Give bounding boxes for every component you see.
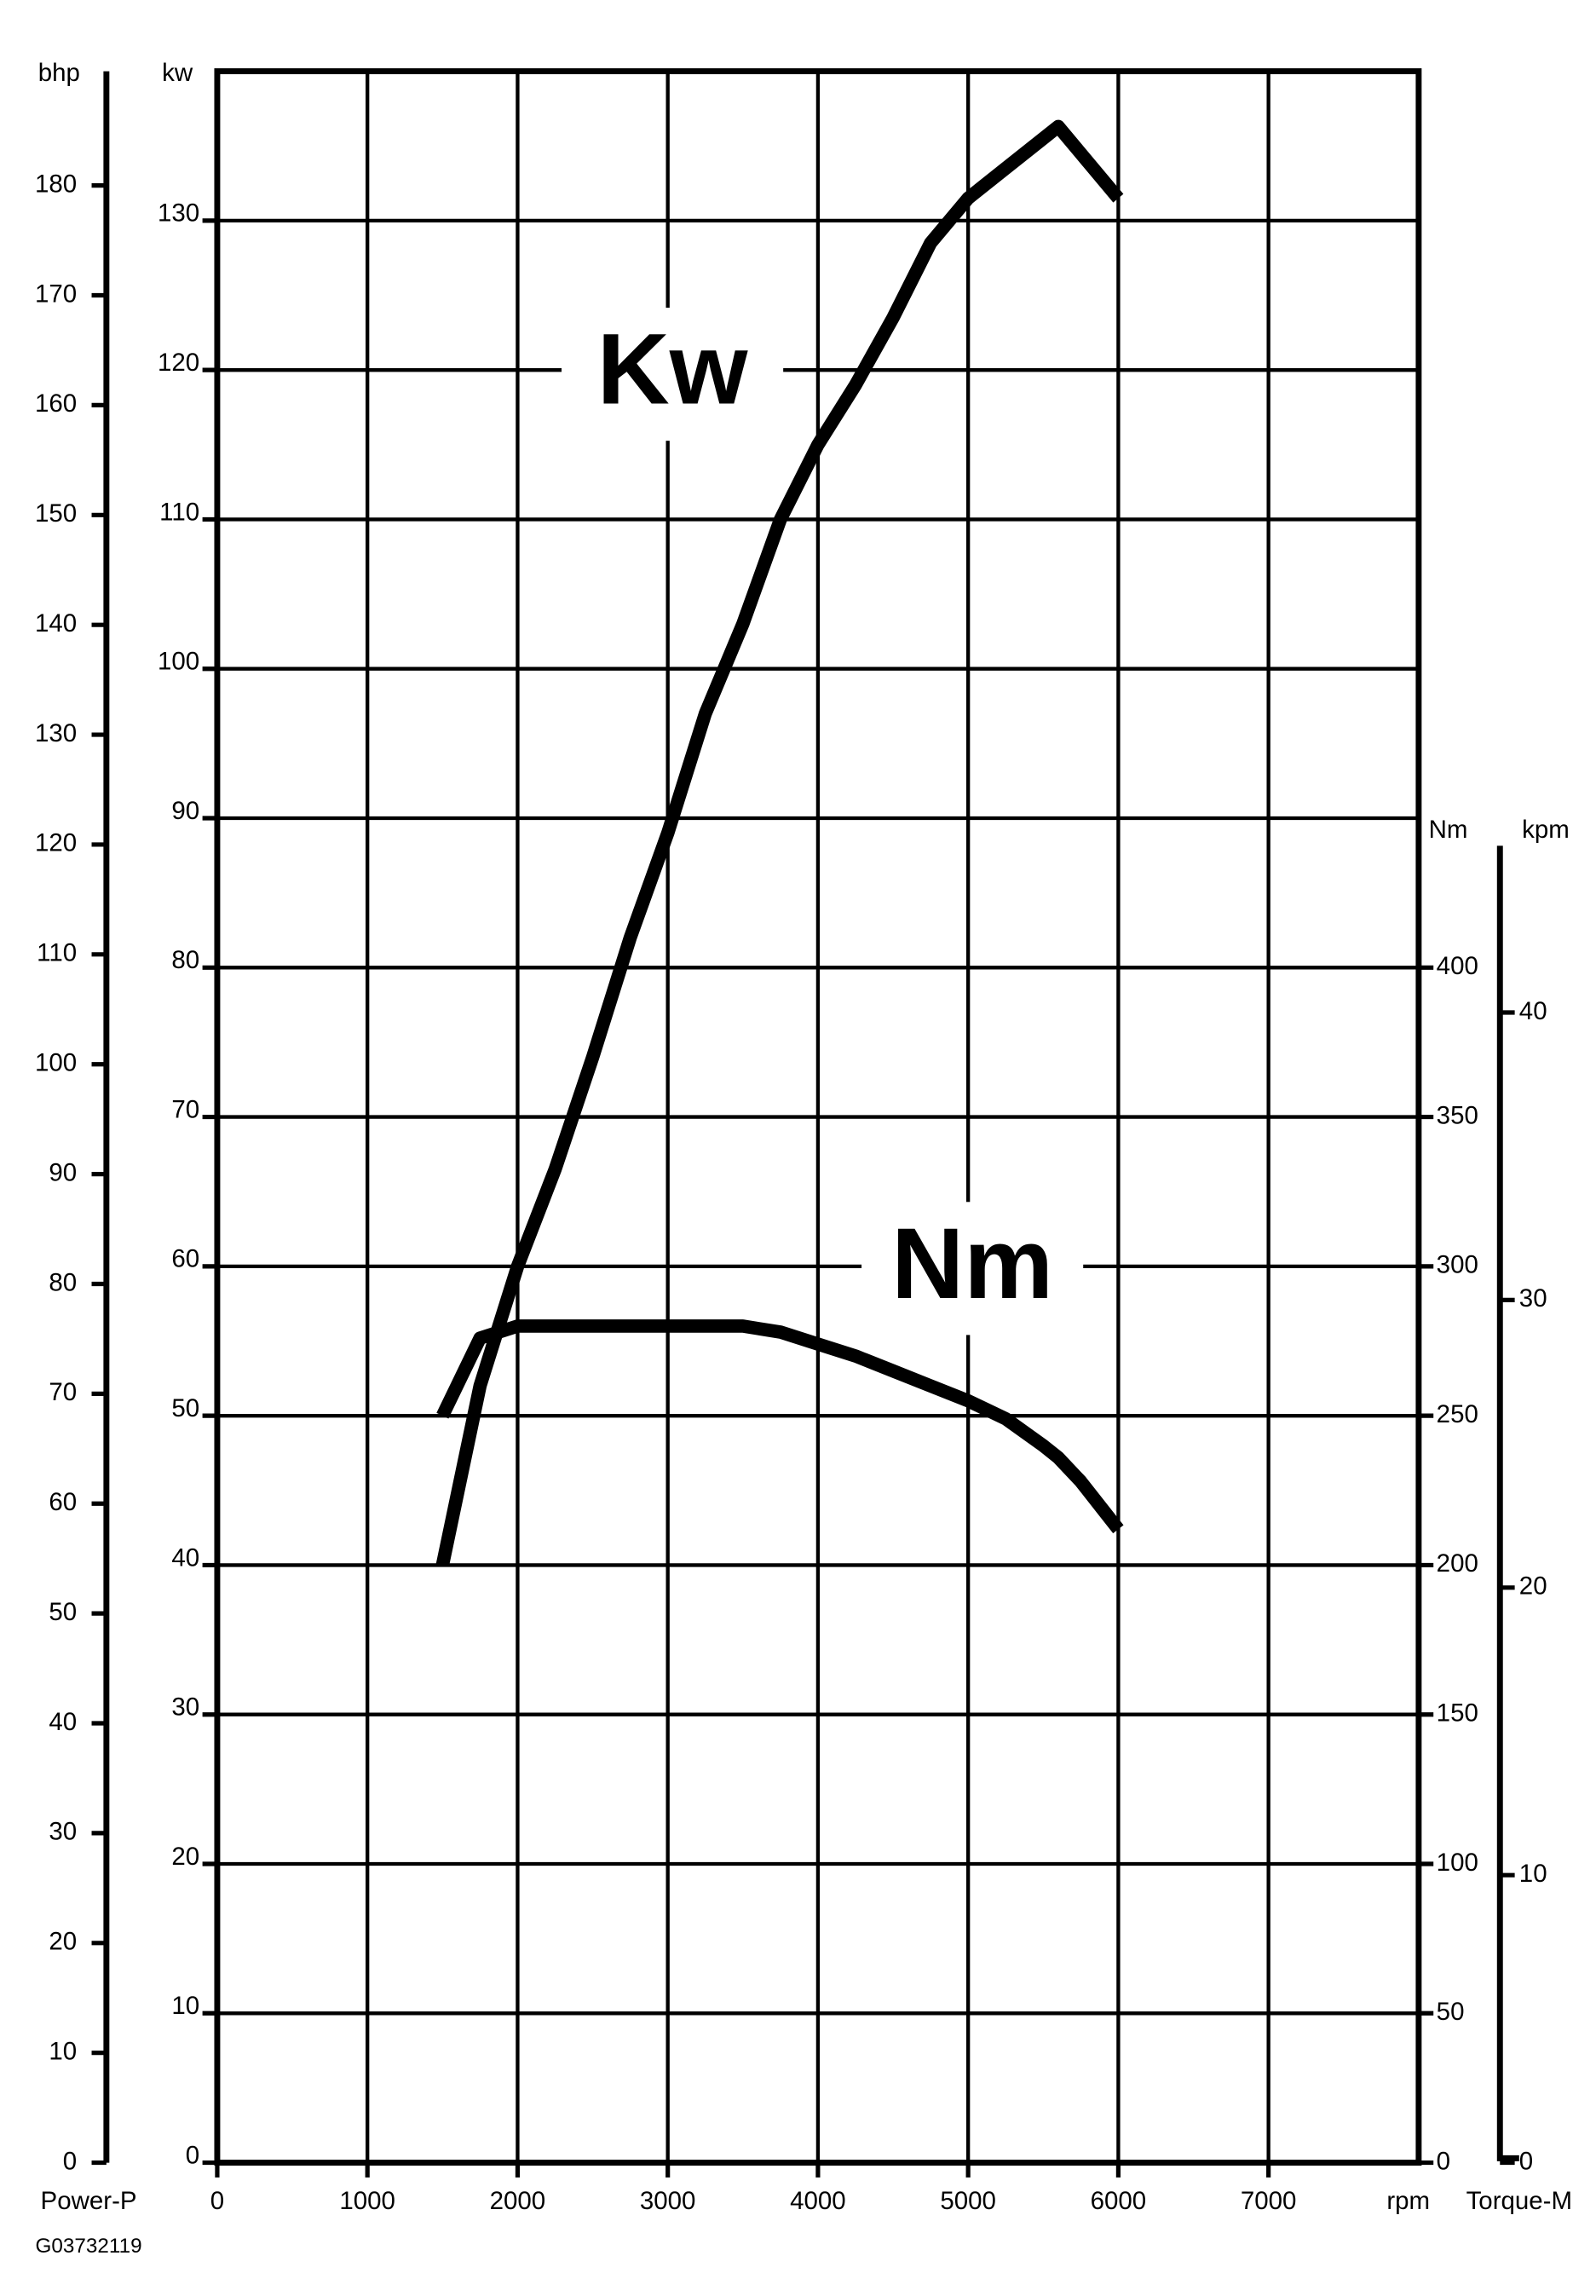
bhp-tick-label: 180 <box>35 170 77 198</box>
series-label: Kw <box>597 313 748 425</box>
y-tick-label: 30 <box>171 1693 199 1722</box>
x-tick-label: 1000 <box>339 2187 395 2215</box>
figure-code: G03732119 <box>36 2235 142 2258</box>
y2-tick-label: 350 <box>1437 1101 1478 1129</box>
y2-tick-label: 200 <box>1437 1549 1478 1578</box>
label-bg <box>861 1202 1084 1335</box>
x-axis-label: rpm <box>1386 2187 1430 2215</box>
bhp-tick-label: 110 <box>37 939 77 967</box>
series-line <box>435 119 1124 1567</box>
y-tick-label: 120 <box>158 349 199 377</box>
kpm-tick-label: 30 <box>1519 1284 1547 1312</box>
series-label: Nm <box>891 1207 1053 1319</box>
y2-tick-label: 300 <box>1437 1251 1478 1279</box>
bhp-tick-label: 130 <box>35 719 77 747</box>
kpm-tick-label: 20 <box>1519 1572 1547 1601</box>
y-tick-label: 40 <box>171 1543 199 1572</box>
kpm-tick-label: 40 <box>1519 997 1547 1025</box>
x-tick-label: 3000 <box>640 2187 696 2215</box>
y2-tick-label: 0 <box>1437 2147 1450 2175</box>
bhp-axis-label: bhp <box>38 59 80 87</box>
bhp-tick-label: 100 <box>35 1048 77 1076</box>
y-tick-label: 130 <box>158 199 199 228</box>
bhp-tick-label: 160 <box>35 389 77 418</box>
bhp-tick-label: 0 <box>63 2147 77 2175</box>
bhp-tick-label: 80 <box>49 1268 77 1296</box>
bhp-tick-label: 50 <box>49 1598 77 1626</box>
y-axis-label: kw <box>162 59 193 87</box>
x-tick-label: 4000 <box>790 2187 846 2215</box>
x-tick-label: 2000 <box>490 2187 546 2215</box>
y2-tick-label: 50 <box>1437 1998 1465 2026</box>
y2-tick-label: 100 <box>1437 1849 1478 1877</box>
y-tick-label: 90 <box>171 797 199 825</box>
kpm-tick-label: 0 <box>1519 2147 1533 2175</box>
y2-axis-label: Nm <box>1429 816 1468 844</box>
y2-tick-label: 250 <box>1437 1400 1478 1428</box>
bhp-tick-label: 60 <box>49 1488 77 1516</box>
y-tick-label: 110 <box>159 498 199 526</box>
label-bg <box>562 308 784 441</box>
y-tick-label: 20 <box>171 1843 199 1871</box>
kpm-axis-label: kpm <box>1522 816 1570 844</box>
x-tick-label: 0 <box>210 2187 224 2215</box>
y-tick-label: 10 <box>171 1992 199 2020</box>
x-tick-label: 5000 <box>940 2187 996 2215</box>
y-tick-label: 80 <box>171 946 199 974</box>
y-tick-label: 0 <box>186 2141 199 2169</box>
y-tick-label: 70 <box>171 1095 199 1123</box>
series-line <box>436 1319 1124 1534</box>
x-tick-label: 7000 <box>1241 2187 1297 2215</box>
bhp-axis-title: Power-P <box>41 2187 137 2215</box>
bhp-tick-label: 170 <box>35 280 77 308</box>
bhp-tick-label: 150 <box>35 499 77 528</box>
y-tick-label: 60 <box>171 1245 199 1273</box>
y2-tick-label: 400 <box>1437 952 1478 980</box>
bhp-tick-label: 30 <box>49 1818 77 1846</box>
y-tick-label: 50 <box>171 1394 199 1422</box>
y-tick-label: 100 <box>158 648 199 676</box>
bhp-tick-label: 140 <box>35 609 77 637</box>
bhp-tick-label: 70 <box>49 1378 77 1406</box>
bhp-tick-label: 90 <box>49 1158 77 1186</box>
bhp-tick-label: 120 <box>35 829 77 857</box>
bhp-tick-label: 10 <box>49 2037 77 2065</box>
x-tick-label: 6000 <box>1091 2187 1147 2215</box>
kpm-tick-label: 10 <box>1519 1860 1547 1888</box>
bhp-tick-label: 20 <box>49 1928 77 1956</box>
kpm-axis <box>1496 845 1519 2161</box>
bhp-tick-label: 40 <box>49 1708 77 1736</box>
y2-tick-label: 150 <box>1437 1699 1478 1727</box>
kpm-axis-title: Torque-M <box>1466 2187 1572 2215</box>
